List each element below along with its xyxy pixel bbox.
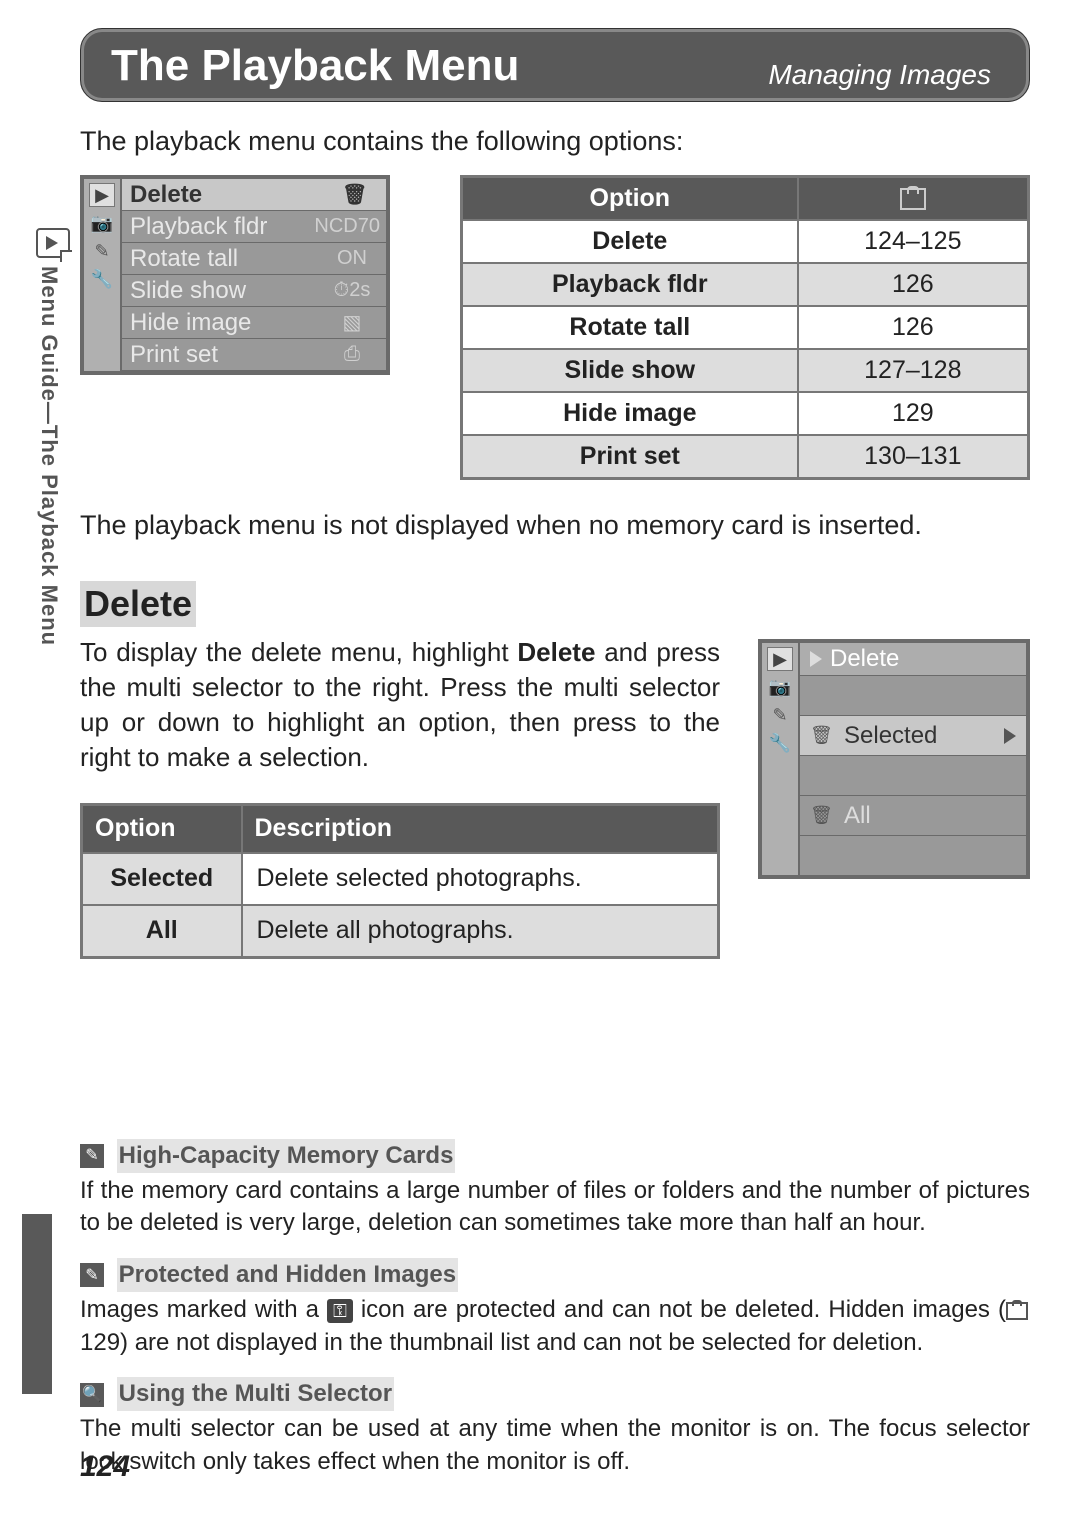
footnote-memory-cards: ✎ High-Capacity Memory Cards If the memo… bbox=[80, 1139, 1030, 1240]
camera-menu-screenshot: ▶ 📷 ✎ 🔧 Delete 🗑 Playback fldr NCD70 Rotate … bbox=[80, 175, 390, 375]
table-row: Slide show127–128 bbox=[462, 349, 1029, 392]
delete-submenu-screenshot: ▶ 📷 ✎ 🔧 Delete 🗑 Selected 🗑 bbox=[758, 639, 1030, 879]
menu-item-label: Rotate tall bbox=[130, 245, 238, 273]
option-cell: Print set bbox=[462, 435, 798, 479]
table-row: Playback fldr126 bbox=[462, 263, 1029, 306]
pencil-icon: ✎ bbox=[767, 703, 793, 727]
section-tab bbox=[22, 1214, 52, 1394]
intro-text: The playback menu contains the following… bbox=[80, 126, 1030, 157]
camera-menu-row: Delete 🗑 bbox=[122, 179, 386, 211]
page-cell: 130–131 bbox=[798, 435, 1029, 479]
play-icon: ▶ bbox=[767, 647, 793, 671]
footnote-multi-selector: 🔍 Using the Multi Selector The multi sel… bbox=[80, 1377, 1030, 1478]
pencil-icon: ✎ bbox=[89, 239, 115, 263]
sidebar-label: Menu Guide—The Playback Menu bbox=[36, 266, 62, 646]
page-cell: 126 bbox=[798, 263, 1029, 306]
camera-menu-row: Playback fldr NCD70 bbox=[122, 211, 386, 243]
table-row: Rotate tall126 bbox=[462, 306, 1029, 349]
table-row: AllDelete all photographs. bbox=[82, 905, 719, 957]
print-icon: ⎙ bbox=[342, 343, 362, 363]
chevron-right-icon bbox=[1004, 728, 1016, 744]
option-cell: All bbox=[82, 905, 242, 957]
page-subtitle: Managing Images bbox=[768, 59, 991, 91]
page-header: The Playback Menu Managing Images bbox=[80, 28, 1030, 102]
menu-item-label: Hide image bbox=[130, 309, 251, 337]
submenu-blank bbox=[800, 755, 1026, 795]
camera-menu-row: Print set ⎙ bbox=[122, 339, 386, 371]
footnote-protected-images: ✎ Protected and Hidden Images Images mar… bbox=[80, 1258, 1030, 1359]
pencil-icon: ✎ bbox=[80, 1263, 104, 1287]
trash-icon: 🗑 bbox=[342, 182, 362, 202]
submenu-blank bbox=[800, 835, 1026, 875]
camera-icon: 📷 bbox=[767, 675, 793, 699]
camera-menu-row: Slide show ⏱2s bbox=[122, 275, 386, 307]
option-cell: Delete bbox=[462, 220, 798, 263]
col-description: Description bbox=[242, 805, 719, 853]
submenu-item-selected: 🗑 Selected bbox=[800, 715, 1026, 755]
delete-heading: Delete bbox=[80, 581, 196, 627]
hide-icon: ▧ bbox=[342, 310, 362, 330]
menu-item-value: ⏱2s bbox=[324, 279, 380, 302]
table-row: SelectedDelete selected photographs. bbox=[82, 853, 719, 905]
menu-item-label: Slide show bbox=[130, 277, 246, 305]
menu-item-value: NCD70 bbox=[314, 215, 380, 238]
page-ref-icon bbox=[1006, 1302, 1028, 1320]
playback-icon bbox=[36, 228, 70, 258]
submenu-blank bbox=[800, 675, 1026, 715]
submenu-title: Delete bbox=[800, 643, 1026, 675]
menu-item-label: Print set bbox=[130, 341, 218, 369]
description-cell: Delete all photographs. bbox=[242, 905, 719, 957]
option-cell: Hide image bbox=[462, 392, 798, 435]
wrench-icon: 🔧 bbox=[89, 267, 115, 291]
menu-item-label: Delete bbox=[130, 181, 202, 209]
submenu-item-all: 🗑 All bbox=[800, 795, 1026, 835]
trash-icon: 🗑 bbox=[810, 725, 830, 746]
option-cell: Selected bbox=[82, 853, 242, 905]
option-cell: Playback fldr bbox=[462, 263, 798, 306]
menu-item-value: ON bbox=[324, 247, 380, 270]
description-cell: Delete selected photographs. bbox=[242, 853, 719, 905]
col-option: Option bbox=[82, 805, 242, 853]
table-row: Delete124–125 bbox=[462, 220, 1029, 263]
page-cell: 127–128 bbox=[798, 349, 1029, 392]
memory-card-note: The playback menu is not displayed when … bbox=[80, 510, 1030, 541]
key-icon: ⚿ bbox=[327, 1299, 353, 1323]
play-icon: ▶ bbox=[89, 183, 115, 207]
options-page-table: Option Delete124–125Playback fldr126Rota… bbox=[460, 175, 1030, 480]
wrench-icon: 🔧 bbox=[767, 731, 793, 755]
magnify-icon: 🔍 bbox=[80, 1383, 104, 1407]
menu-item-value: ⎙ bbox=[324, 343, 380, 366]
page-ref-icon bbox=[900, 188, 926, 210]
option-cell: Rotate tall bbox=[462, 306, 798, 349]
pencil-icon: ✎ bbox=[80, 1144, 104, 1168]
col-page-icon bbox=[798, 177, 1029, 221]
page-cell: 124–125 bbox=[798, 220, 1029, 263]
table-row: Print set130–131 bbox=[462, 435, 1029, 479]
trash-icon: 🗑 bbox=[810, 805, 830, 826]
delete-body: To display the delete menu, highlight De… bbox=[80, 635, 720, 959]
footnotes: ✎ High-Capacity Memory Cards If the memo… bbox=[80, 1139, 1030, 1479]
table-row: Hide image129 bbox=[462, 392, 1029, 435]
menu-item-label: Playback fldr bbox=[130, 213, 267, 241]
page-cell: 126 bbox=[798, 306, 1029, 349]
camera-menu-row: Rotate tall ON bbox=[122, 243, 386, 275]
menu-item-value: ▧ bbox=[324, 310, 380, 335]
delete-description-table: Option Description SelectedDelete select… bbox=[80, 803, 720, 958]
play-triangle-icon bbox=[810, 651, 822, 667]
col-option: Option bbox=[462, 177, 798, 221]
option-cell: Slide show bbox=[462, 349, 798, 392]
camera-icon: 📷 bbox=[89, 211, 115, 235]
menu-item-value: 🗑 bbox=[324, 182, 380, 207]
sidebar: Menu Guide—The Playback Menu bbox=[36, 228, 70, 646]
page-number: 124 bbox=[80, 1450, 130, 1484]
camera-menu-row: Hide image ▧ bbox=[122, 307, 386, 339]
page-cell: 129 bbox=[798, 392, 1029, 435]
